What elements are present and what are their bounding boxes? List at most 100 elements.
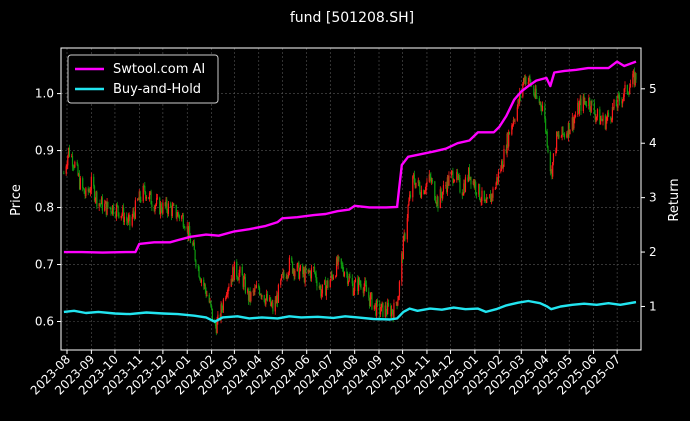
candle-body bbox=[156, 197, 158, 199]
candle-body bbox=[425, 183, 427, 191]
candle-body bbox=[481, 190, 483, 202]
candle-body bbox=[148, 196, 150, 200]
candle-body bbox=[183, 226, 185, 228]
candle-body bbox=[285, 276, 287, 279]
candle-body bbox=[181, 215, 184, 217]
candle-body bbox=[358, 278, 360, 284]
candle-body bbox=[491, 194, 493, 198]
y-left-tick-label: 0.6 bbox=[35, 315, 54, 329]
candle-body bbox=[309, 271, 311, 273]
candle-body bbox=[154, 206, 156, 212]
y-axis-right: 1 2 3 4 5 bbox=[641, 82, 657, 313]
candle-body bbox=[105, 201, 107, 215]
candle-body bbox=[219, 314, 221, 320]
candle-body bbox=[420, 190, 423, 198]
candle-body bbox=[451, 171, 453, 173]
candle-body bbox=[384, 305, 386, 317]
candle-body bbox=[412, 176, 414, 198]
candle-body bbox=[419, 185, 421, 194]
candle-body bbox=[134, 200, 136, 219]
candle-body bbox=[94, 199, 96, 201]
y-right-tick-label: 4 bbox=[649, 136, 657, 150]
candle-body bbox=[266, 294, 268, 299]
candle-body bbox=[172, 204, 174, 207]
candle-body bbox=[629, 83, 632, 88]
candle-body bbox=[549, 151, 551, 172]
candle-body bbox=[387, 302, 390, 306]
candle-body bbox=[288, 257, 291, 273]
candle-body bbox=[409, 194, 412, 198]
candle-body bbox=[607, 112, 610, 117]
candle-body bbox=[362, 288, 364, 294]
candle-body bbox=[390, 309, 393, 317]
candle-body bbox=[142, 186, 144, 202]
candle-body bbox=[66, 165, 68, 167]
candle-body bbox=[302, 270, 305, 275]
candle-body bbox=[569, 129, 571, 135]
candle-body bbox=[456, 171, 459, 178]
candle-body bbox=[452, 171, 454, 183]
candle-body bbox=[502, 166, 504, 169]
candle-body bbox=[376, 300, 379, 304]
candle-body bbox=[244, 277, 246, 279]
candle-body bbox=[357, 278, 360, 292]
candle-body bbox=[269, 297, 272, 306]
candle-body bbox=[233, 267, 235, 281]
candle-body bbox=[266, 294, 269, 301]
candle-body bbox=[297, 262, 299, 264]
y-right-tick-label: 2 bbox=[649, 245, 657, 259]
candle-body bbox=[275, 300, 277, 304]
candle-body bbox=[335, 276, 337, 278]
series-line-ai bbox=[63, 60, 637, 254]
candle-body bbox=[189, 226, 191, 236]
candle-body bbox=[109, 207, 111, 209]
candle-body bbox=[283, 272, 285, 277]
candle-body bbox=[479, 199, 481, 202]
candle-body bbox=[489, 194, 491, 199]
candle-body bbox=[93, 176, 95, 187]
candle-body bbox=[159, 203, 162, 215]
candle-body bbox=[423, 190, 425, 195]
candle-body bbox=[560, 136, 562, 138]
candle-body bbox=[159, 197, 161, 215]
candle-body bbox=[308, 269, 310, 272]
candle-body bbox=[149, 191, 151, 194]
candle-body bbox=[523, 78, 525, 84]
candle-body bbox=[590, 100, 592, 112]
candle-body bbox=[551, 169, 553, 177]
candle-body bbox=[375, 303, 377, 316]
candle-body bbox=[220, 304, 222, 320]
candle-body bbox=[354, 282, 356, 291]
candle-body bbox=[512, 124, 514, 126]
candle-body bbox=[247, 289, 250, 301]
candle-body bbox=[222, 309, 224, 311]
candle-body bbox=[192, 242, 195, 246]
plot-frame bbox=[60, 47, 642, 351]
candle-body bbox=[280, 274, 283, 280]
candle-body bbox=[186, 226, 188, 229]
candle-body bbox=[210, 301, 212, 306]
candle-body bbox=[459, 177, 461, 193]
candle-body bbox=[365, 281, 367, 285]
candle-body bbox=[618, 95, 620, 96]
candle-body bbox=[501, 161, 503, 170]
candle-body bbox=[199, 277, 201, 280]
candle-body bbox=[197, 266, 199, 268]
candle-body bbox=[214, 323, 217, 327]
candle-body bbox=[107, 201, 109, 208]
candle-body bbox=[616, 106, 618, 108]
candle-body bbox=[184, 227, 186, 229]
candle-body bbox=[304, 268, 306, 283]
candle-body bbox=[164, 202, 166, 207]
candle-body bbox=[594, 113, 596, 120]
candle-body bbox=[492, 188, 494, 198]
candle-body bbox=[617, 95, 619, 108]
candle-body bbox=[129, 215, 131, 226]
candle-body bbox=[555, 150, 557, 154]
candle-body bbox=[556, 131, 558, 151]
candle-body bbox=[250, 292, 252, 301]
candle-body bbox=[357, 279, 359, 292]
candle-body bbox=[430, 176, 432, 182]
candle-body bbox=[595, 117, 597, 120]
candle-body bbox=[261, 295, 263, 297]
